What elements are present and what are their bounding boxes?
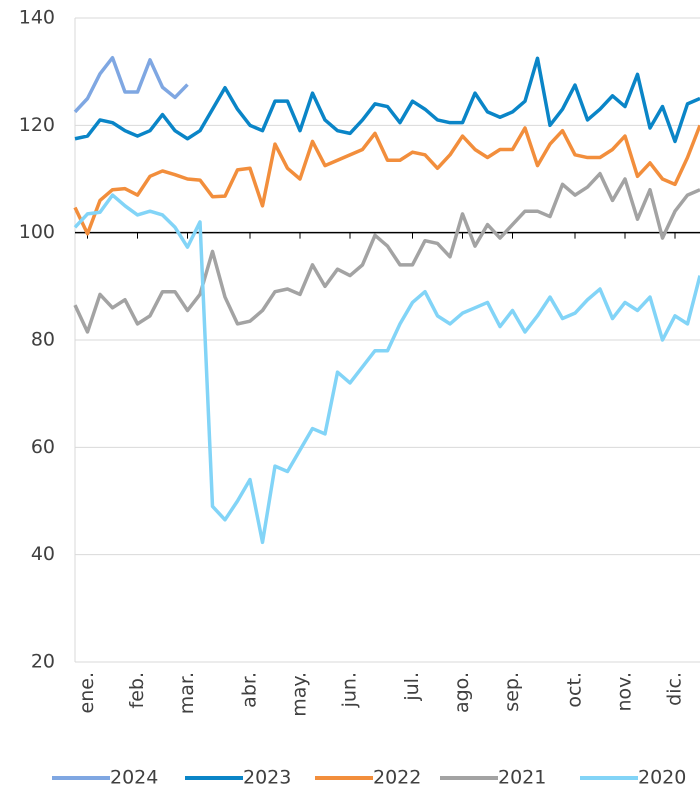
x-tick-label: ene.: [76, 672, 98, 713]
y-tick-label: 120: [19, 114, 55, 136]
y-tick-label: 60: [31, 436, 55, 458]
x-tick-label: abr.: [239, 672, 261, 708]
x-tick-label: ago.: [451, 672, 473, 713]
x-tick-label: may.: [289, 672, 311, 717]
y-tick-label: 140: [19, 7, 55, 29]
legend-label: 2021: [498, 767, 546, 789]
series-line: [73, 193, 700, 545]
x-tick-label: jun.: [339, 672, 361, 708]
x-tick-label: sep.: [501, 672, 523, 712]
y-tick-label: 20: [31, 651, 55, 673]
y-tick-label: 100: [19, 221, 55, 243]
x-tick-label: mar.: [176, 672, 198, 714]
legend-label: 2020: [638, 767, 686, 789]
series-line: [73, 124, 700, 236]
x-tick-label: nov.: [614, 672, 636, 711]
legend-label: 2023: [243, 767, 291, 789]
x-tick-label: dic.: [664, 672, 686, 706]
x-tick-label: jul.: [401, 672, 423, 702]
series-line: [73, 55, 189, 114]
y-tick-label: 40: [31, 543, 55, 565]
series-line: [74, 56, 700, 144]
x-tick-label: oct.: [564, 672, 586, 708]
legend-label: 2024: [110, 767, 158, 789]
series-line: [73, 171, 700, 334]
legend-label: 2022: [373, 767, 421, 789]
y-tick-label: 80: [31, 329, 55, 351]
x-tick-label: feb.: [126, 672, 148, 708]
